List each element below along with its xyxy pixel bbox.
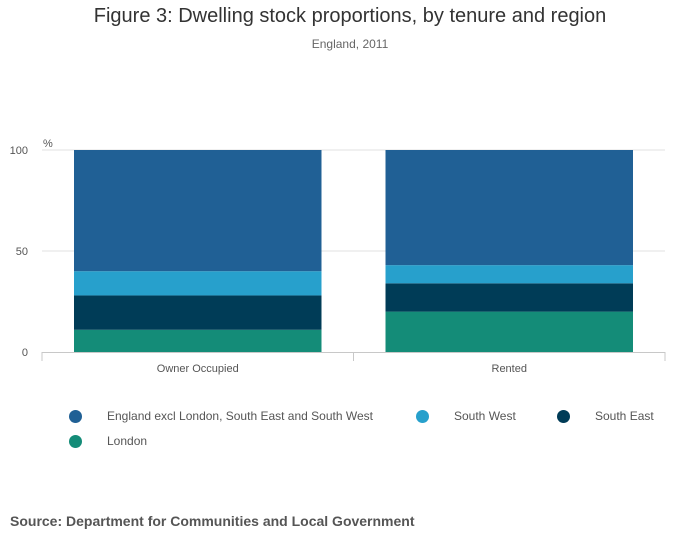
y-tick-label-100: 100 <box>10 145 28 157</box>
legend: England excl London, South East and Sout… <box>60 404 680 464</box>
legend-label-south-west: South West <box>454 409 516 423</box>
x-tick-label-0: Owner Occupied <box>157 363 239 375</box>
legend-item-england-excl[interactable]: England excl London, South East and Sout… <box>69 404 373 428</box>
bar-segment-rented-south-west <box>385 265 633 284</box>
legend-marker-south-east <box>557 409 570 423</box>
legend-label-london: London <box>107 434 148 448</box>
legend-marker-england-excl <box>69 409 82 423</box>
y-axis-unit-label: % <box>43 138 53 150</box>
legend-marker-london <box>69 434 82 448</box>
legend-item-london[interactable]: London <box>69 429 147 453</box>
bar-segment-owner-occupied-south-east <box>74 295 322 330</box>
bar-segment-owner-occupied-south-west <box>74 271 322 296</box>
bar-segment-rented-london <box>385 311 633 352</box>
x-tick-label-1: Rented <box>492 363 527 375</box>
y-tick-label-0: 0 <box>22 347 28 359</box>
legend-item-south-east[interactable]: South East <box>557 404 654 428</box>
legend-label-england-excl: England excl London, South East and Sout… <box>107 409 373 423</box>
plot-area: 0 50 100% Owner Occupied Rented <box>10 138 666 375</box>
source-note: Source: Department for Communities and L… <box>10 513 415 529</box>
legend-marker-south-west <box>416 409 429 423</box>
bar-segment-owner-occupied-england-excl-london-south-east-and-south-west <box>74 150 322 272</box>
bar-segment-owner-occupied-london <box>74 329 322 352</box>
bar-segment-rented-south-east <box>385 283 633 312</box>
legend-item-south-west[interactable]: South West <box>416 404 516 428</box>
chart-title: Figure 3: Dwelling stock proportions, by… <box>93 5 607 27</box>
y-tick-label-50: 50 <box>16 246 28 258</box>
bar-segment-rented-england-excl-london-south-east-and-south-west <box>385 150 633 266</box>
chart-subtitle: England, 2011 <box>311 37 389 51</box>
legend-label-south-east: South East <box>595 409 654 423</box>
